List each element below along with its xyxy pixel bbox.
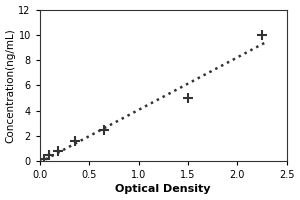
Y-axis label: Concentration(ng/mL): Concentration(ng/mL) (6, 28, 16, 143)
X-axis label: Optical Density: Optical Density (116, 184, 211, 194)
